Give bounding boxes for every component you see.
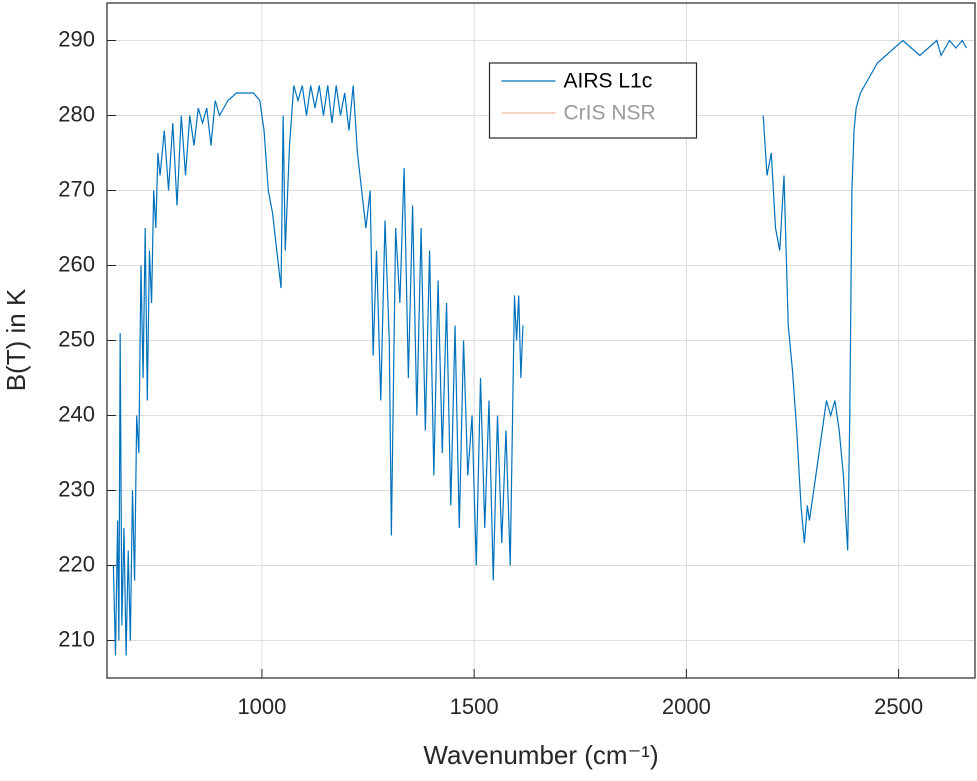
y-tick-label: 210	[58, 626, 95, 651]
legend-label: CrIS NSR	[564, 102, 656, 125]
y-tick-label: 260	[58, 251, 95, 276]
axes-box	[106, 2, 976, 679]
y-tick-label: 270	[58, 176, 95, 201]
legend-box	[488, 62, 698, 139]
x-tick-label: 2500	[874, 694, 923, 719]
y-tick-label: 230	[58, 476, 95, 501]
y-tick-label: 280	[58, 101, 95, 126]
x-tick-label: 2000	[662, 694, 711, 719]
x-tick-label: 1500	[450, 694, 499, 719]
y-tick-label: 250	[58, 326, 95, 351]
legend-label: AIRS L1c	[564, 70, 653, 93]
x-tick-label: 1000	[237, 694, 286, 719]
y-tick-label: 290	[58, 26, 95, 51]
y-axis-label: B(T) in K	[1, 288, 31, 391]
y-tick-label: 220	[58, 551, 95, 576]
x-axis-label: Wavenumber (cm⁻¹)	[423, 740, 658, 770]
y-tick-label: 240	[58, 401, 95, 426]
data-line	[112, 39, 968, 656]
